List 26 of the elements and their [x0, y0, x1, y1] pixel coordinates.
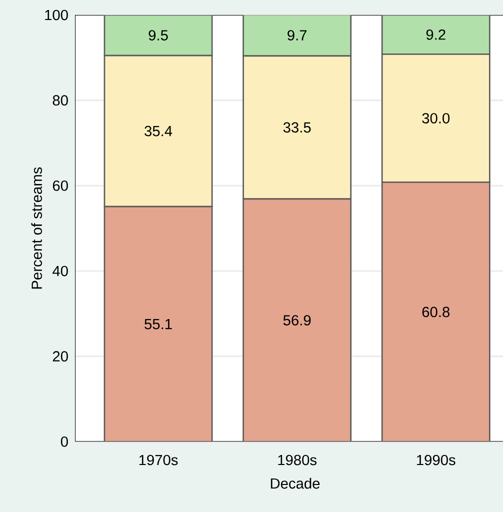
- data-label: 55.1: [144, 319, 172, 330]
- y-tick-label: 80: [52, 95, 68, 106]
- y-tick-label: 100: [45, 10, 68, 20]
- bar: [104, 206, 213, 442]
- data-label: 9.7: [288, 30, 307, 40]
- bar: [242, 198, 352, 442]
- x-tick-label: 1980s: [278, 454, 317, 466]
- bar: [381, 182, 490, 442]
- data-label: 9.5: [148, 30, 168, 40]
- y-axis-title: Percent of streams: [31, 167, 42, 289]
- data-label: 35.4: [144, 126, 172, 136]
- data-label: 33.5: [283, 122, 311, 133]
- y-tick-label: 60: [52, 180, 68, 191]
- bar: [104, 15, 213, 56]
- data-label: 9.2: [426, 29, 446, 40]
- y-tick-label: 40: [52, 266, 68, 276]
- bar: [242, 15, 352, 57]
- x-tick-label: 1970s: [139, 454, 178, 466]
- x-axis-title: Decade: [270, 478, 320, 489]
- x-tick-label: 1990s: [417, 454, 456, 466]
- data-label: 60.8: [422, 306, 450, 318]
- data-label: 30.0: [422, 113, 450, 124]
- y-tick-label: 0: [60, 436, 68, 447]
- y-tick-label: 20: [52, 351, 68, 362]
- data-label: 56.9: [283, 315, 311, 326]
- bar: [381, 15, 490, 55]
